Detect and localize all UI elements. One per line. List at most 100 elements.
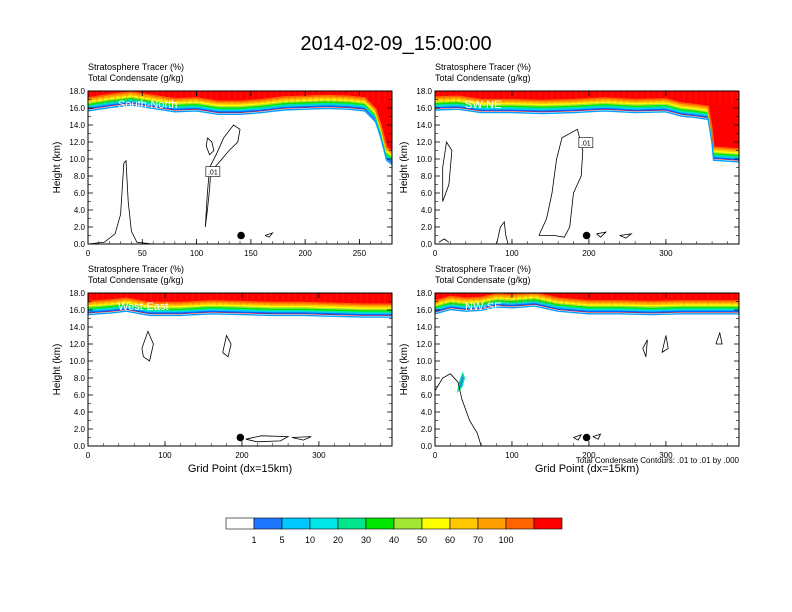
condensate-contour-0	[438, 238, 450, 243]
x-tick-label: 200	[582, 249, 596, 258]
tracer-band-1	[435, 301, 739, 312]
y-tick-label: 10.0	[69, 357, 85, 366]
tracer-band-7	[435, 293, 739, 304]
x-tick-label: 100	[158, 451, 172, 460]
y-tick-label: 4.0	[74, 206, 86, 215]
y-tick-label: 14.0	[69, 121, 85, 130]
y-tick-label: 8.0	[421, 374, 433, 383]
colorbar: 1 5 10 20 30 40 50 60 70 100	[225, 517, 563, 545]
y-tick-label: 10.0	[416, 155, 432, 164]
tracer-blob	[456, 371, 466, 394]
colorbar-swatch-6	[393, 517, 423, 530]
colorbar-label: 30	[361, 535, 371, 545]
condensate-contour-3	[715, 331, 723, 345]
tracer-band-4	[88, 302, 392, 311]
footnote: Total Condensate Contours: .01 to .01 by…	[576, 456, 740, 465]
y-tick-label: 18.0	[416, 87, 432, 96]
condensate-contour-4	[596, 231, 608, 238]
condensate-contour-0	[141, 330, 154, 362]
colorbar-swatch-5	[365, 517, 395, 530]
colorbar-swatch-10	[505, 517, 535, 530]
colorbar-swatch-9	[477, 517, 507, 530]
y-tick-label: 10.0	[69, 155, 85, 164]
panel-title-line2: Total Condensate (g/kg)	[88, 275, 184, 285]
tracer-band-2	[88, 305, 392, 313]
contour-label: .01	[208, 170, 218, 177]
x-axis-label: Grid Point (dx=15km)	[188, 463, 292, 475]
colorbar-label: 70	[473, 535, 483, 545]
y-tick-label: 10.0	[416, 357, 432, 366]
condensate-contour-5	[592, 433, 602, 440]
plot-background	[88, 91, 392, 244]
plot-background	[88, 293, 392, 446]
location-marker	[582, 433, 591, 442]
y-tick-label: 12.0	[69, 138, 85, 147]
y-tick-label: 16.0	[416, 306, 432, 315]
colorbar-swatch-8	[449, 517, 479, 530]
tracer-band-8	[88, 297, 392, 306]
condensate-contour-2	[538, 128, 584, 238]
y-axis-label: Height (km)	[399, 142, 410, 194]
y-tick-label: 14.0	[416, 121, 432, 130]
y-tick-label: 16.0	[416, 104, 432, 113]
colorbar-label: 20	[333, 535, 343, 545]
x-tick-label: 0	[86, 451, 91, 460]
y-tick-label: 12.0	[416, 138, 432, 147]
tracer-band-8	[88, 91, 392, 153]
y-tick-label: 2.0	[74, 425, 86, 434]
condensate-contour-2	[205, 137, 215, 156]
y-tick-label: 6.0	[421, 391, 433, 400]
colorbar-swatch-0	[225, 517, 255, 530]
condensate-contour-1	[204, 124, 241, 228]
location-marker	[236, 433, 245, 442]
y-tick-label: 0.0	[74, 240, 86, 249]
panel-title-line2: Total Condensate (g/kg)	[88, 73, 184, 83]
plot-area: West-East	[88, 293, 392, 446]
condensate-contour-3	[442, 140, 453, 202]
y-tick-label: 6.0	[74, 391, 86, 400]
x-tick-label: 300	[659, 451, 673, 460]
tracer-band-7	[88, 298, 392, 307]
y-tick-label: 16.0	[69, 104, 85, 113]
x-tick-label: 200	[298, 249, 312, 258]
tracer-band-3	[435, 298, 739, 310]
y-tick-label: 14.0	[69, 323, 85, 332]
tracer-band-0	[88, 307, 392, 316]
y-tick-label: 18.0	[416, 289, 432, 298]
panel-title-line1: Stratosphere Tracer (%)	[435, 62, 531, 72]
tracer-band-5	[435, 296, 739, 307]
panel-label: NW-SE	[465, 301, 501, 313]
condensate-contour-5	[619, 233, 633, 239]
y-tick-label: 0.0	[74, 442, 86, 451]
panel-label: South-North	[118, 99, 177, 111]
colorbar-swatch-7	[421, 517, 451, 530]
panel-title-line1: Stratosphere Tracer (%)	[435, 264, 531, 274]
panel-4: Stratosphere Tracer (%)Total Condensate …	[399, 264, 740, 475]
condensate-contour-2	[661, 335, 669, 353]
tracer-band-6	[88, 300, 392, 308]
y-axis-label: Height (km)	[52, 344, 63, 396]
tracer-band-6	[435, 294, 739, 306]
x-tick-label: 250	[353, 249, 367, 258]
location-marker	[582, 231, 591, 240]
panel-title-line2: Total Condensate (g/kg)	[435, 275, 531, 285]
colorbar-label: 1	[251, 535, 256, 545]
x-tick-label: 300	[659, 249, 673, 258]
x-tick-label: 300	[312, 451, 326, 460]
y-tick-label: 8.0	[74, 374, 86, 383]
colorbar-label: 100	[498, 535, 513, 545]
y-tick-label: 0.0	[421, 240, 433, 249]
panel-label: West-East	[118, 301, 169, 313]
y-tick-label: 6.0	[74, 189, 86, 198]
y-axis-label: Height (km)	[399, 344, 410, 396]
x-tick-label: 100	[505, 249, 519, 258]
tracer-band-edge	[435, 305, 739, 316]
contour-label-box	[205, 166, 221, 177]
x-tick-label: 200	[582, 451, 596, 460]
condensate-contour-0	[435, 373, 482, 446]
tracer-band-0	[435, 302, 739, 313]
y-tick-label: 14.0	[416, 323, 432, 332]
y-tick-label: 18.0	[69, 289, 85, 298]
x-tick-label: 50	[138, 249, 147, 258]
